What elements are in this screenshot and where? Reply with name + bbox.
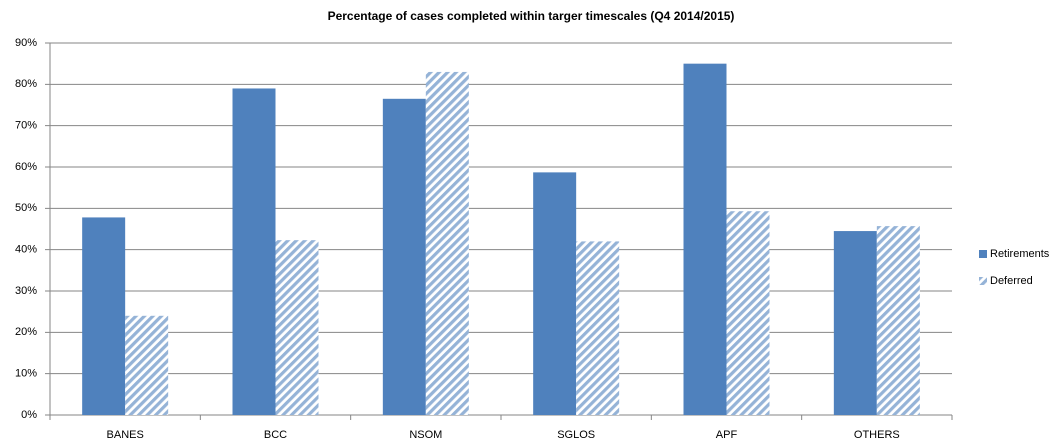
y-tick-label: 40%: [15, 244, 37, 256]
x-tick-label: SGLOS: [557, 429, 595, 441]
bar: [576, 241, 620, 415]
bar: [833, 231, 877, 415]
bar: [382, 98, 426, 416]
bar: [425, 71, 469, 415]
legend-swatch: [979, 250, 987, 258]
legend-swatch: [979, 277, 987, 285]
bar: [533, 172, 577, 415]
bar: [232, 88, 276, 415]
bar: [876, 226, 920, 415]
bar: [683, 63, 727, 416]
y-tick-label: 80%: [15, 78, 37, 90]
x-tick-label: APF: [716, 429, 738, 441]
y-tick-label: 20%: [15, 326, 37, 338]
bar: [125, 315, 169, 415]
x-tick-label: BCC: [264, 429, 287, 441]
bar: [275, 240, 319, 415]
y-tick-label: 0%: [21, 409, 37, 421]
y-tick-label: 50%: [15, 202, 37, 214]
y-tick-label: 60%: [15, 161, 37, 173]
x-tick-label: BANES: [107, 429, 144, 441]
legend-label: Deferred: [990, 275, 1033, 287]
chart-title: Percentage of cases completed within tar…: [328, 9, 735, 23]
bar: [726, 211, 770, 415]
y-tick-label: 10%: [15, 368, 37, 380]
y-tick-label: 30%: [15, 285, 37, 297]
bar: [82, 217, 126, 415]
x-tick-label: NSOM: [409, 429, 442, 441]
y-tick-label: 70%: [15, 120, 37, 132]
y-tick-label: 90%: [15, 37, 37, 49]
x-tick-label: OTHERS: [854, 429, 900, 441]
legend-label: Retirements: [990, 248, 1050, 260]
